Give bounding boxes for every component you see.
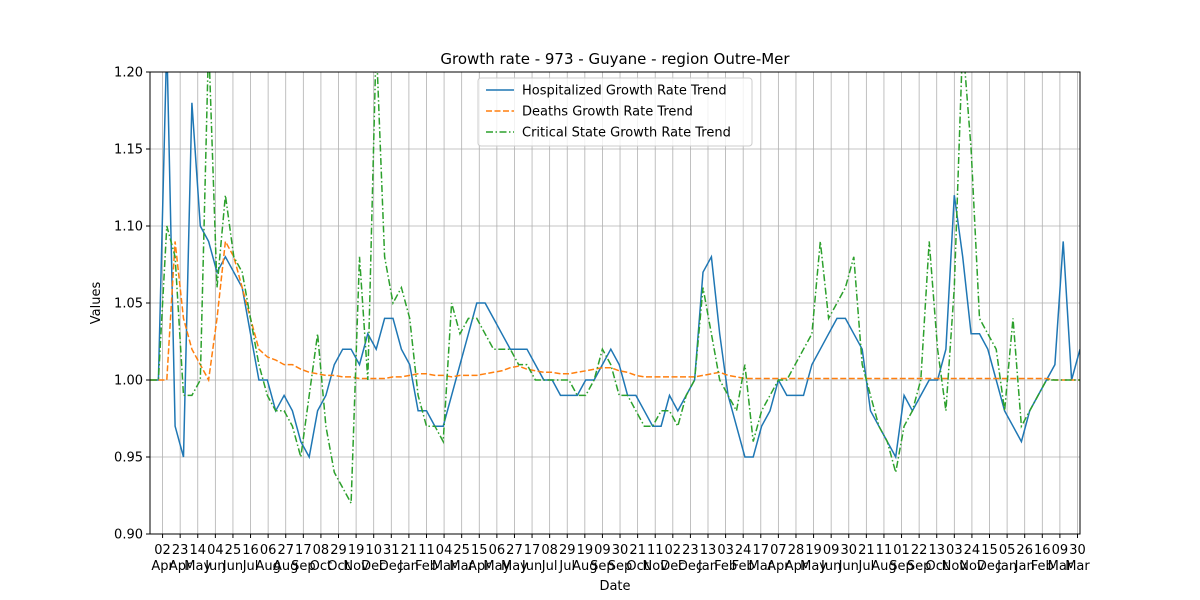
x-tick-label: 15 Dec xyxy=(977,543,1002,574)
x-tick-label: 06 May xyxy=(483,543,510,574)
x-axis-label: Date xyxy=(599,579,630,594)
x-tick-label: 02 Apr xyxy=(151,543,174,574)
x-tick-label: 13 Oct xyxy=(925,543,947,574)
x-tick-label: 13 Jan xyxy=(697,543,718,574)
x-tick-label: 28 Apr xyxy=(785,543,808,574)
x-tick-label: 04 Jun xyxy=(204,543,225,574)
x-tick-label: 21 Oct xyxy=(626,543,648,574)
x-tick-label: 30 Mar xyxy=(1065,543,1090,574)
y-tick-label: 1.10 xyxy=(114,220,143,235)
x-tick-label: 17 Jun xyxy=(521,543,542,574)
x-tick-label: 16 Feb xyxy=(1031,543,1054,574)
legend: Hospitalized Growth Rate Trend Deaths Gro… xyxy=(477,77,753,147)
y-axis-label: Values xyxy=(89,282,104,325)
x-tick-label: 29 Jul xyxy=(558,543,575,574)
legend-label: Deaths Growth Rate Trend xyxy=(522,105,693,120)
x-tick-label: 03 Feb xyxy=(714,543,737,574)
x-tick-label: 25 Mar xyxy=(449,543,474,574)
x-tick-label: 02 Dec xyxy=(660,543,685,574)
x-tick-label: 21 Jul xyxy=(858,543,875,574)
x-tick-label: 11 Feb xyxy=(415,543,438,574)
x-tick-label: 27 Aug xyxy=(273,543,298,574)
series-line xyxy=(150,72,1080,460)
x-tick-label: 26 Jan xyxy=(1014,543,1035,574)
x-tick-label: 24 Nov xyxy=(959,543,985,574)
x-tick-label: 23 Apr xyxy=(169,543,192,574)
x-tick-label: 08 Jul xyxy=(541,543,558,574)
x-tick-label: 17 Mar xyxy=(749,543,774,574)
x-tick-label: 23 Dec xyxy=(678,543,703,574)
y-tick-label: 1.05 xyxy=(114,297,143,312)
x-tick-label: 19 Nov xyxy=(343,543,369,574)
x-tick-label: 14 May xyxy=(184,543,211,574)
x-tick-label: 16 Jul xyxy=(242,543,259,574)
x-tick-label: 04 Mar xyxy=(432,543,457,574)
x-tick-label: 10 Dec xyxy=(361,543,386,574)
x-tick-label: 30 Jun xyxy=(838,543,859,574)
x-tick-label: 08 Oct xyxy=(310,543,332,574)
x-tick-label: 19 Aug xyxy=(572,543,597,574)
legend-label: Critical State Growth Rate Trend xyxy=(522,126,731,141)
x-tick-label: 06 Aug xyxy=(255,543,280,574)
x-tick-label: 09 Mar xyxy=(1048,543,1073,574)
series-line xyxy=(150,238,1080,383)
x-tick-label: 11 Aug xyxy=(871,543,896,574)
x-tick-label: 09 Jun xyxy=(820,543,841,574)
x-tick-label: 25 Jun xyxy=(222,543,243,574)
y-tick-label: 0.95 xyxy=(114,451,143,466)
legend-label: Hospitalized Growth Rate Trend xyxy=(522,84,727,99)
x-tick-label: 24 Feb xyxy=(732,543,755,574)
x-tick-label: 19 May xyxy=(800,543,827,574)
x-tick-label: 09 Sep xyxy=(590,543,615,574)
legend-box xyxy=(477,77,753,147)
x-tick-label: 01 Sep xyxy=(889,543,914,574)
x-tick-label: 03 Nov xyxy=(942,543,968,574)
y-tick-label: 1.15 xyxy=(114,143,143,158)
x-tick-label: 07 Apr xyxy=(767,543,790,574)
y-tick-label: 1.20 xyxy=(114,66,143,81)
y-tick-label: 0.90 xyxy=(114,528,143,543)
x-tick-label: 21 Jan xyxy=(398,543,419,574)
grid xyxy=(150,71,1080,535)
x-tick-label: 22 Sep xyxy=(907,543,932,574)
x-tick-label: 11 Nov xyxy=(643,543,669,574)
x-tick-label: 15 Apr xyxy=(468,543,491,574)
x-tick-label: 30 Sep xyxy=(608,543,633,574)
plot-area xyxy=(150,72,1080,506)
chart-title: Growth rate - 973 - Guyane - region Outr… xyxy=(440,50,790,68)
x-tick-label: 31 Dec xyxy=(379,543,404,574)
x-tick-label: 05 Jan xyxy=(996,543,1017,574)
x-tick-label: 29 Oct xyxy=(327,543,349,574)
x-tick-label: 27 May xyxy=(501,543,528,574)
x-tick-label: 17 Sep xyxy=(291,543,316,574)
y-tick-label: 1.00 xyxy=(114,374,143,389)
